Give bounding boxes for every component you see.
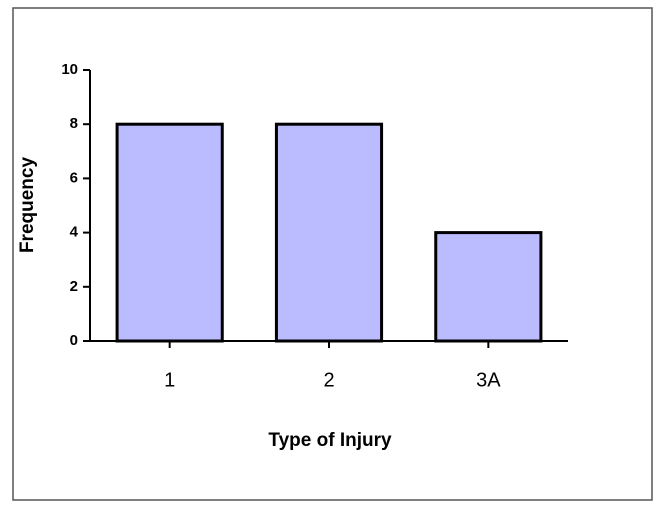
x-tick-label: 1: [164, 369, 175, 391]
y-tick-label: 6: [70, 169, 78, 186]
y-tick-label: 8: [70, 115, 78, 132]
y-tick-label: 2: [70, 278, 78, 295]
y-tick-label: 0: [70, 332, 78, 349]
y-tick-label: 10: [61, 61, 78, 78]
x-axis-label: Type of Injury: [268, 430, 392, 451]
bar: [274, 122, 384, 343]
y-tick-label: 4: [70, 224, 79, 241]
y-axis-label: Frequency: [17, 157, 38, 254]
bar: [115, 122, 224, 343]
x-tick-label: 2: [323, 369, 334, 391]
x-tick-label: 3A: [476, 369, 501, 391]
bar: [434, 231, 543, 343]
